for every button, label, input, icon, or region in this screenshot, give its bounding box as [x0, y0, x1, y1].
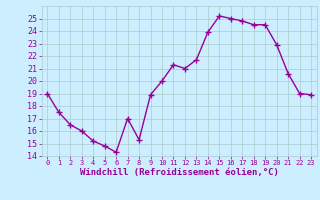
X-axis label: Windchill (Refroidissement éolien,°C): Windchill (Refroidissement éolien,°C) [80, 168, 279, 177]
